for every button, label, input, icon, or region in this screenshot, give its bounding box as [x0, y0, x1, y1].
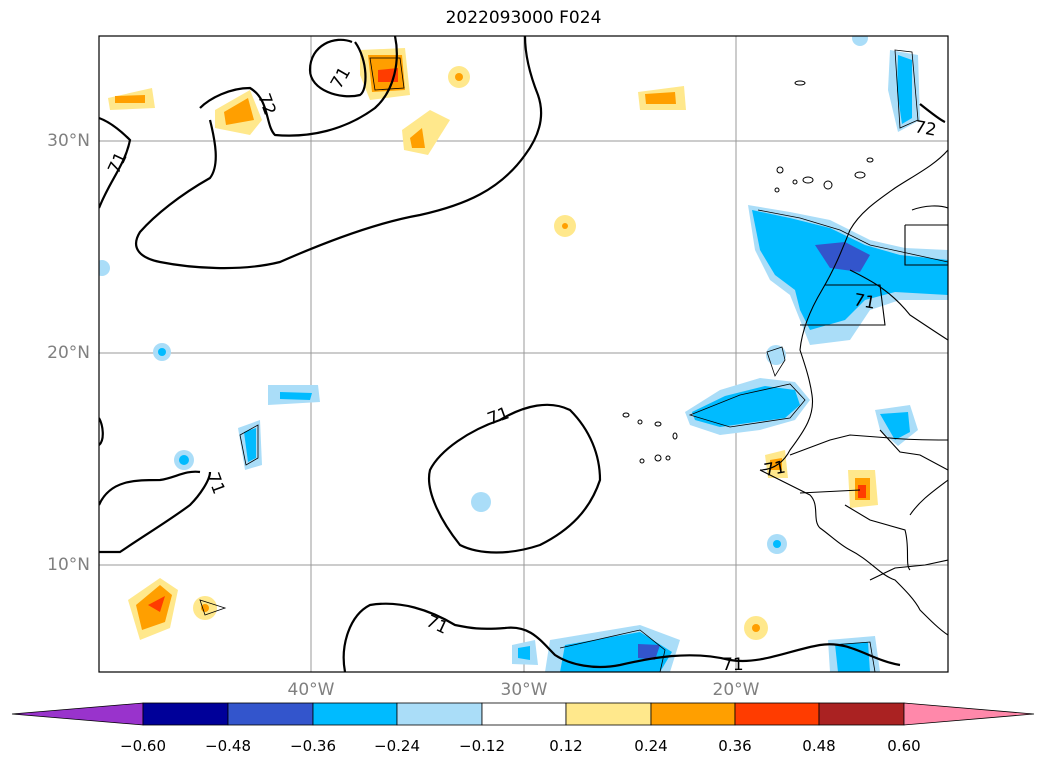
- colorbar-extend-low: [11, 702, 144, 726]
- contour-label: 71: [104, 149, 131, 177]
- contour-label: 71: [485, 404, 512, 430]
- gridlines: [99, 36, 948, 672]
- map-frame: [98, 35, 949, 673]
- colorbar-tick: −0.24: [374, 737, 420, 755]
- lat-label-30n: 30°N: [47, 131, 90, 151]
- thin-contours: [199, 49, 948, 672]
- contour-label: 72: [913, 117, 938, 140]
- colorbar-extend-high: [903, 702, 1035, 726]
- contour-label: 71: [762, 457, 787, 480]
- colorbar-tick: −0.12: [459, 737, 505, 755]
- colorbar-tick: −0.36: [290, 737, 336, 755]
- contour-label: 71: [327, 64, 355, 93]
- contour-label-senegal: 71: [852, 290, 877, 313]
- colorbar-tick: 0.24: [634, 737, 668, 755]
- isolines: [99, 36, 946, 672]
- contour-label: 71: [722, 655, 744, 675]
- colorbar-tick: 0.12: [549, 737, 583, 755]
- colorbar: [11, 702, 1035, 726]
- shaded-field: [99, 36, 948, 672]
- lat-label-20n: 20°N: [47, 343, 90, 363]
- colorbar-tick: 0.60: [887, 737, 921, 755]
- map-title: 2022093000 F024: [445, 8, 602, 28]
- contour-label: 71: [423, 611, 451, 638]
- islands: [622, 80, 874, 464]
- coastline: [759, 149, 948, 636]
- colorbar-tick: 0.36: [718, 737, 752, 755]
- contour-labels: 71 72 71 71 71 71 71 71 72: [104, 64, 938, 675]
- lon-label-30w: 30°W: [500, 680, 548, 700]
- colorbar-tick: −0.48: [205, 737, 251, 755]
- lon-label-40w: 40°W: [287, 680, 335, 700]
- colorbar-tick: 0.48: [802, 737, 836, 755]
- lon-label-20w: 20°W: [712, 680, 760, 700]
- lat-label-10n: 10°N: [47, 555, 90, 575]
- colorbar-tick: −0.60: [120, 737, 166, 755]
- contour-label: 71: [202, 470, 228, 497]
